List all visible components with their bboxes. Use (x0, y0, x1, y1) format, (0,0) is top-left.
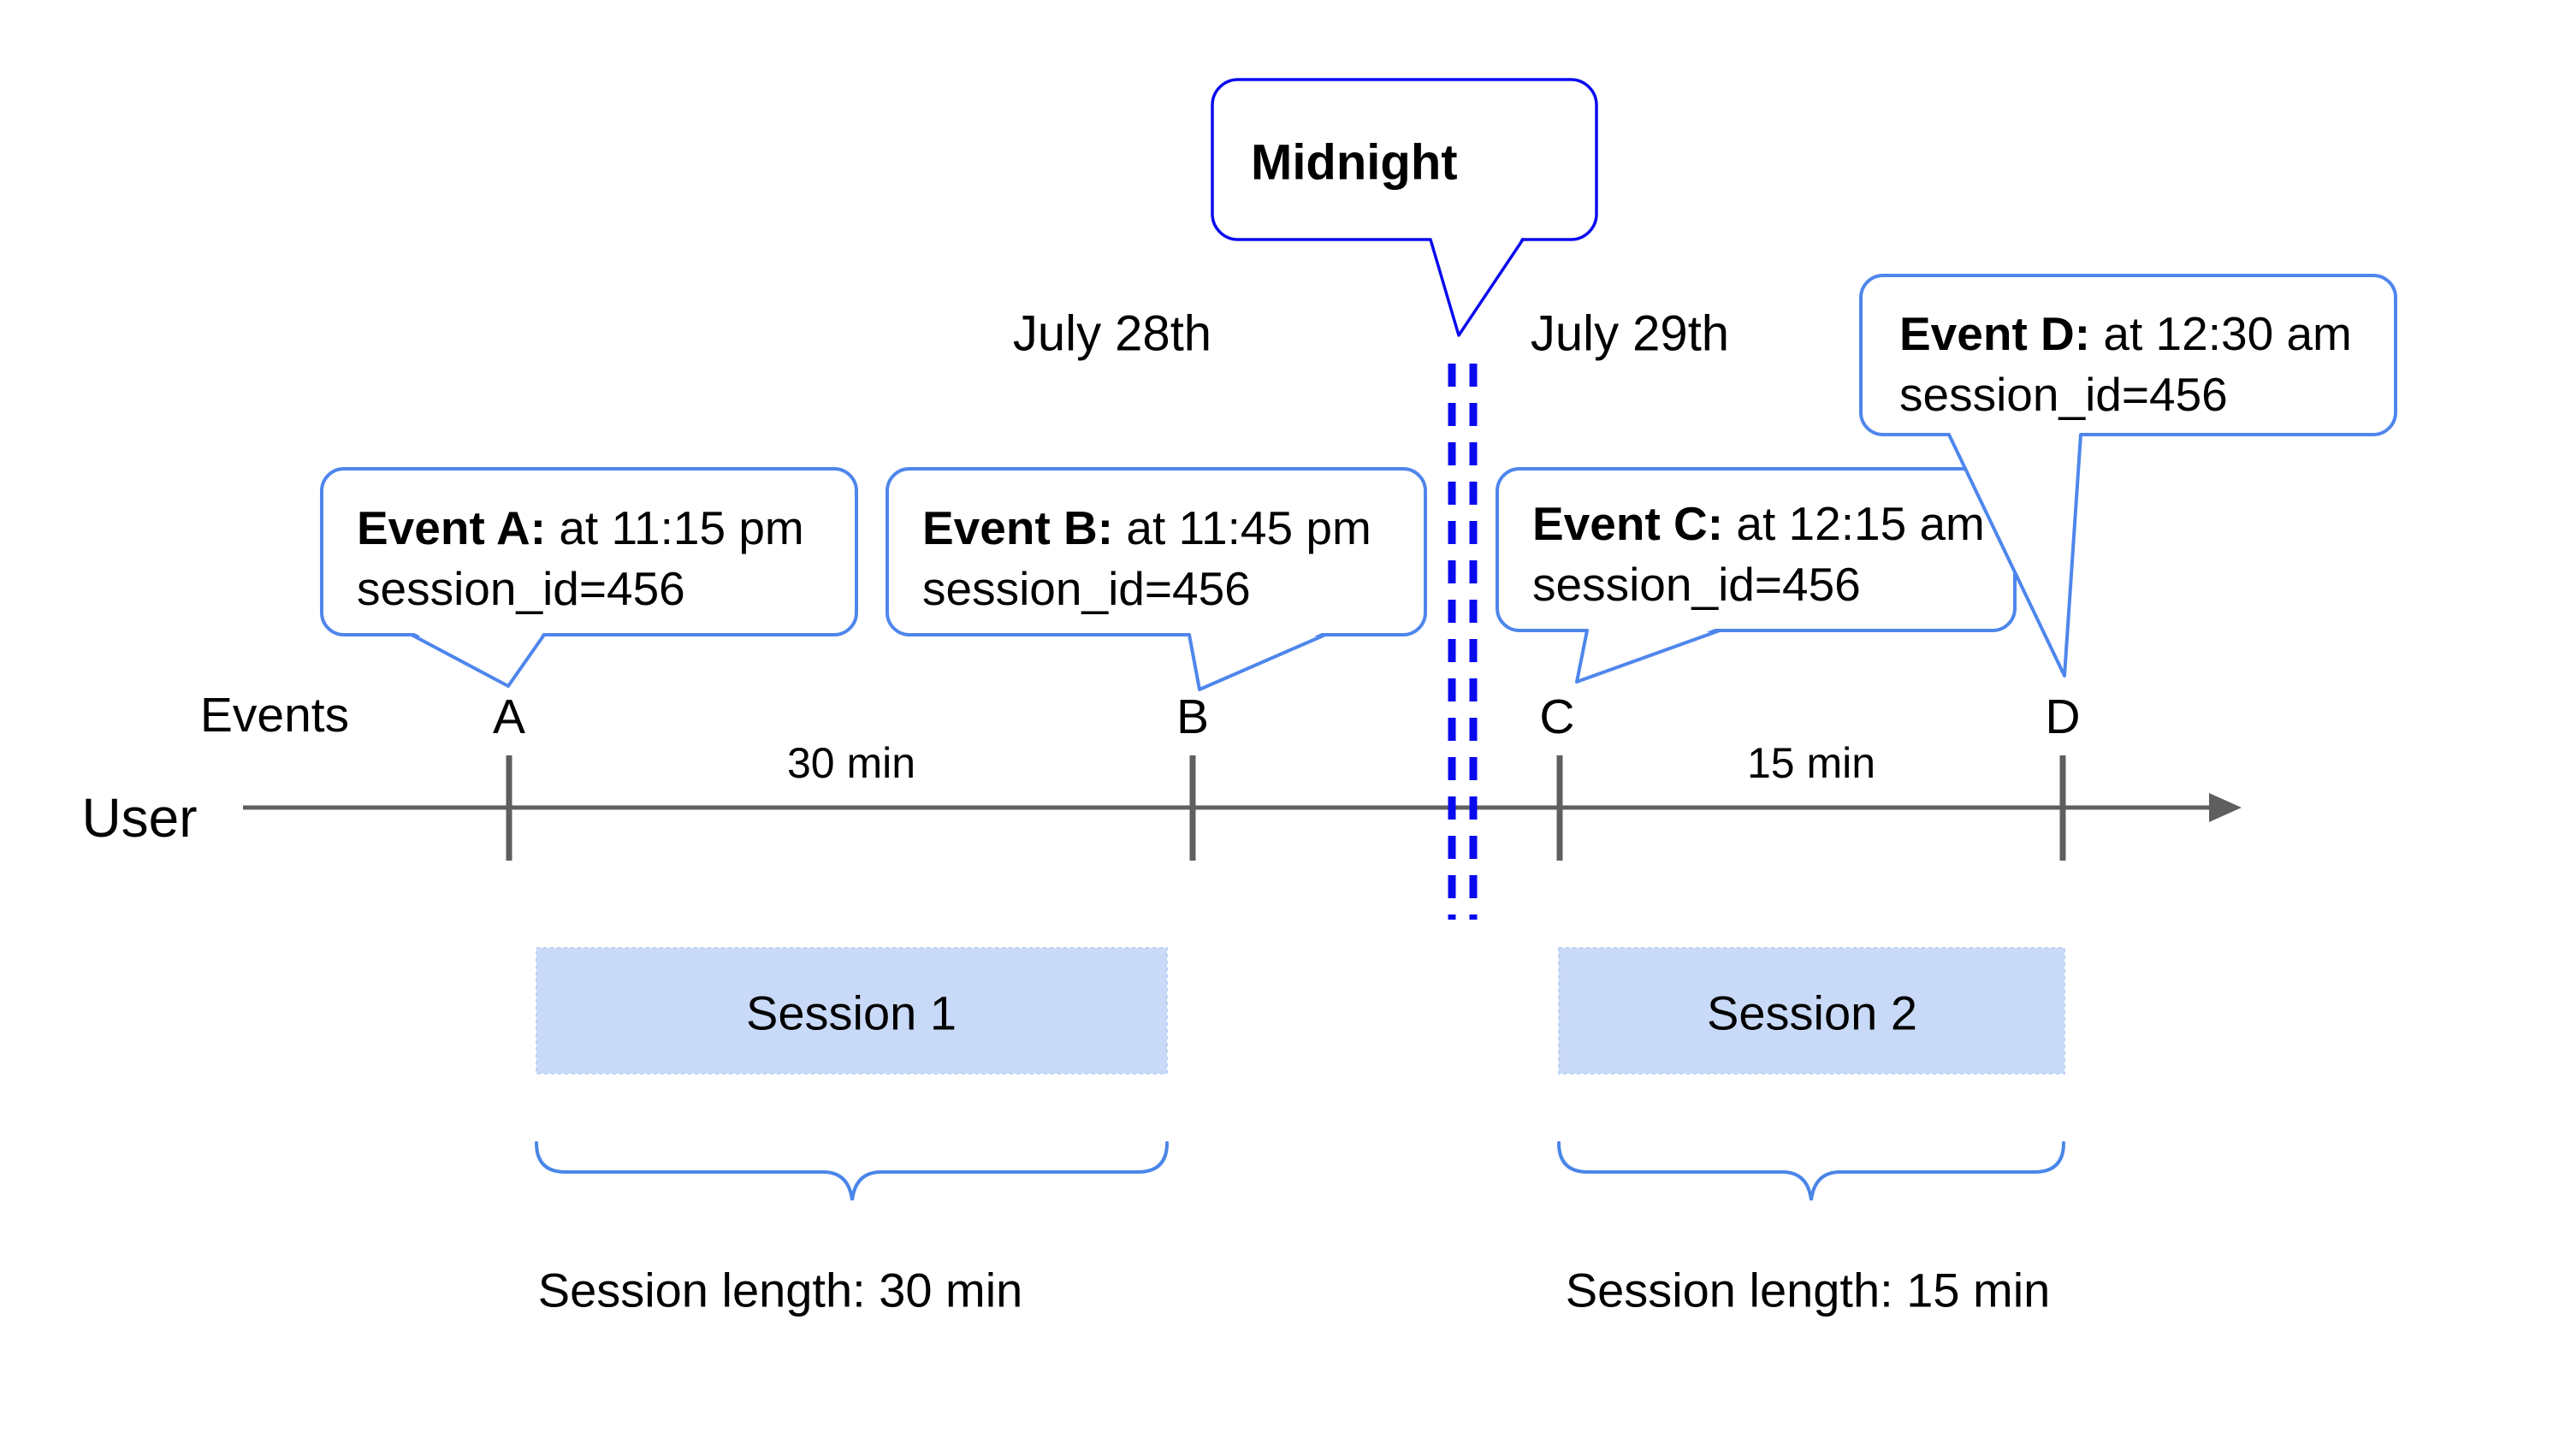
session-1-brace (535, 1141, 1169, 1201)
midnight-bubble-tail-edge (1429, 238, 1525, 337)
session-2-brace (1557, 1141, 2065, 1201)
event-d-bubble (1859, 274, 2397, 436)
event-a-bubble-tail-edge (410, 633, 546, 688)
event-d-title: Event D: (1899, 307, 2091, 360)
event-c-title-line: Event C: at 12:15 am (1532, 494, 1985, 554)
date-july-29: July 29th (1530, 305, 1730, 362)
event-a-title: Event A: (357, 501, 547, 554)
timeline-arrow-icon (2209, 793, 2242, 822)
event-d-bubble-text: Event D: at 12:30 am session_id=456 (1899, 304, 2352, 425)
midnight-bubble-tail (1431, 236, 1523, 335)
event-d-time: at 12:30 am (2090, 307, 2352, 360)
event-b-bubble-tail (1189, 631, 1325, 690)
event-c-bubble-tail-edge (1575, 629, 1721, 684)
event-c-session: session_id=456 (1532, 558, 1861, 611)
tick-label-c: C (1539, 690, 1575, 744)
session-1-box (536, 947, 1168, 1074)
event-b-session: session_id=456 (922, 562, 1251, 615)
session-2-length-label: Session length: 15 min (1565, 1263, 2051, 1317)
session-1-name: Session 1 (746, 985, 957, 1040)
event-d-session: session_id=456 (1899, 368, 2228, 421)
event-d-bubble-tail-edge (1947, 433, 2082, 678)
event-a-title-line: Event A: at 11:15 pm (357, 498, 804, 559)
event-c-bubble-text: Event C: at 12:15 am session_id=456 (1532, 494, 1985, 615)
interval-30min-label: 30 min (786, 739, 916, 787)
tick-label-a: A (492, 690, 526, 744)
event-b-bubble-tail-edge (1188, 633, 1327, 691)
session-2-name: Session 2 (1707, 985, 1917, 1040)
event-c-time: at 12:15 am (1723, 497, 1985, 550)
event-b-time: at 11:45 pm (1113, 501, 1371, 554)
session-2-box (1558, 947, 2065, 1074)
user-axis-label: User (81, 787, 198, 849)
event-d-bubble-tail (1949, 431, 2081, 676)
event-a-bubble-tail (412, 631, 544, 686)
event-c-title: Event C: (1532, 497, 1724, 550)
event-a-session: session_id=456 (357, 562, 685, 615)
tick-label-b: B (1176, 690, 1210, 744)
event-b-bubble (886, 467, 1427, 636)
event-a-time: at 11:15 pm (546, 501, 804, 554)
event-a-bubble-text: Event A: at 11:15 pm session_id=456 (357, 498, 804, 619)
session-1-length-label: Session length: 30 min (537, 1263, 1023, 1317)
date-july-28: July 28th (1012, 305, 1212, 362)
event-b-title-line: Event B: at 11:45 pm (922, 498, 1371, 559)
event-d-title-line: Event D: at 12:30 am (1899, 304, 2352, 364)
midnight-bubble (1211, 78, 1598, 241)
events-axis-label: Events (199, 688, 350, 743)
event-b-bubble-text: Event B: at 11:45 pm session_id=456 (922, 498, 1371, 619)
midnight-label: Midnight (1251, 134, 1458, 191)
tick-label-d: D (2045, 690, 2081, 744)
event-b-title: Event B: (922, 501, 1114, 554)
event-a-bubble (320, 467, 858, 636)
interval-15min-label: 15 min (1746, 739, 1876, 787)
